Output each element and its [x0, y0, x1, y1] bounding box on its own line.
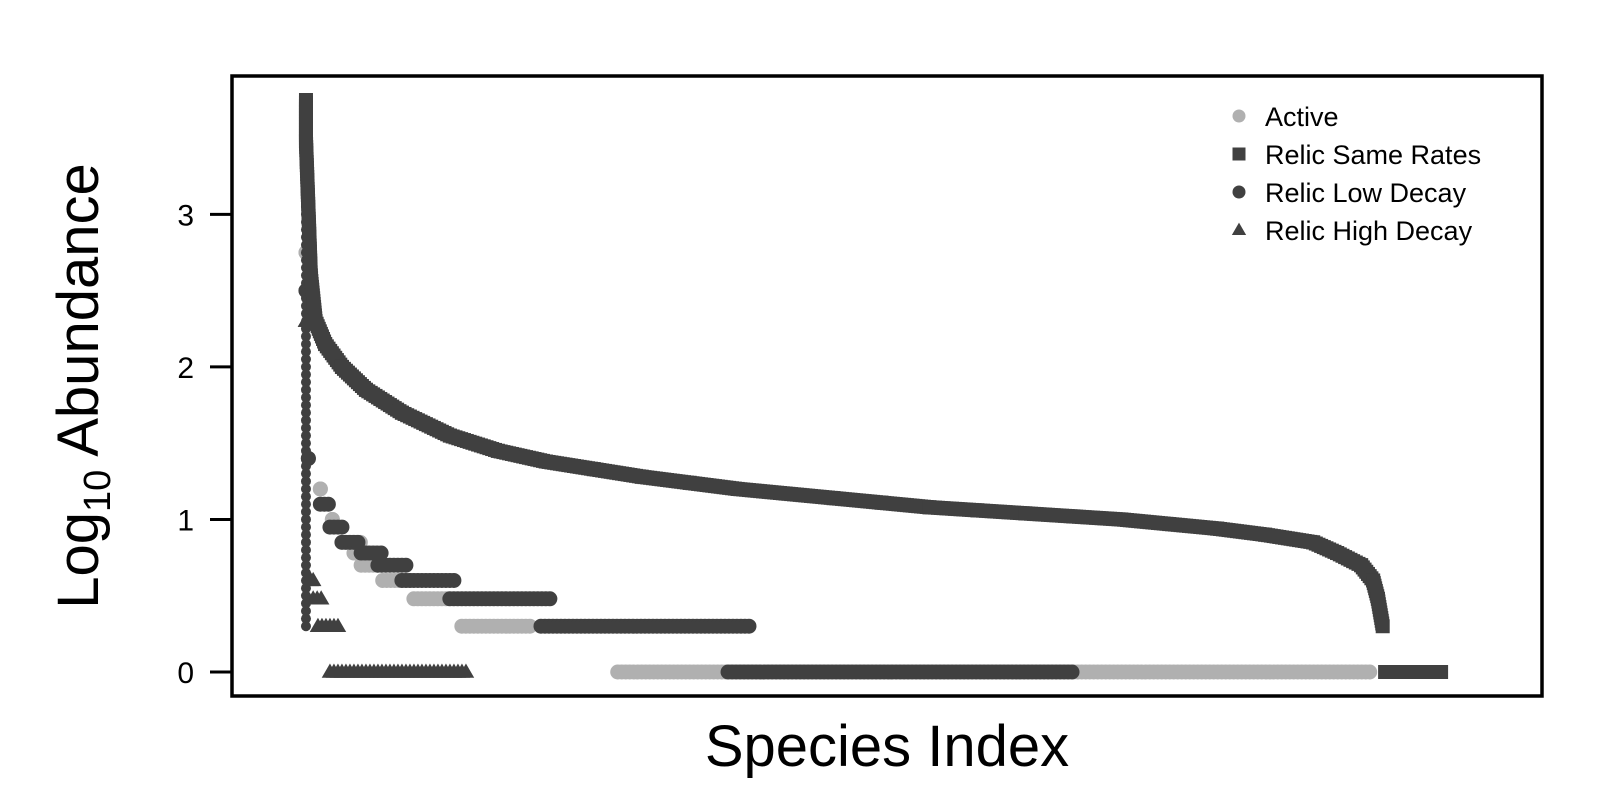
data-point	[373, 545, 389, 561]
data-point	[300, 506, 311, 517]
data-point	[300, 491, 311, 502]
y-tick-label: 0	[177, 657, 194, 690]
data-point	[300, 575, 311, 586]
data-point	[300, 400, 311, 411]
data-point	[300, 346, 311, 357]
y-tick-label: 1	[177, 504, 194, 537]
y-axis-title: Log10 Abundance	[46, 163, 119, 608]
legend-marker	[1232, 185, 1246, 199]
legend-item: Relic High Decay	[1231, 216, 1473, 246]
series-active	[298, 245, 1378, 680]
data-point	[300, 468, 311, 479]
data-point	[398, 557, 414, 573]
data-point	[300, 377, 311, 388]
data-point	[329, 617, 347, 632]
data-point	[542, 591, 558, 607]
chart-marks	[297, 93, 1449, 680]
data-point	[300, 567, 311, 578]
data-point	[334, 519, 350, 535]
y-tick-label: 3	[177, 199, 194, 232]
data-point	[312, 481, 328, 497]
data-point	[446, 572, 462, 588]
data-point	[522, 618, 538, 634]
data-point	[300, 384, 311, 395]
legend-marker	[1231, 222, 1247, 235]
plot-frame	[230, 74, 1544, 698]
data-point	[320, 496, 336, 512]
data-point	[1362, 664, 1378, 680]
data-point	[300, 605, 311, 616]
x-axis-title: Species Index	[705, 714, 1069, 779]
data-point	[457, 663, 475, 678]
data-point	[300, 422, 311, 433]
data-point	[300, 583, 311, 594]
data-point	[300, 445, 311, 456]
legend-label: Relic Same Rates	[1265, 140, 1481, 170]
data-point	[300, 354, 311, 365]
legend-label: Active	[1265, 102, 1339, 132]
data-point	[300, 613, 311, 624]
data-point	[300, 392, 311, 403]
data-point	[300, 590, 311, 601]
data-point	[300, 598, 311, 609]
y-tick-label: 2	[177, 352, 194, 385]
data-point	[300, 499, 311, 510]
y-axis-title-subscript: 10	[77, 470, 119, 512]
data-point	[300, 415, 311, 426]
y-axis: 0 1 2 3	[177, 199, 232, 690]
data-point	[300, 407, 311, 418]
y-axis-title-rest: Abundance	[46, 163, 111, 469]
data-point	[300, 560, 311, 571]
data-point	[1375, 619, 1390, 634]
y-axis-title-main: Log	[46, 512, 111, 609]
legend-item: Relic Low Decay	[1232, 178, 1467, 208]
data-point	[300, 461, 311, 472]
data-point	[300, 522, 311, 533]
series-relic-high-decay	[297, 312, 475, 678]
series-relic-same-rates	[298, 93, 1449, 679]
data-point	[312, 590, 330, 605]
data-point	[300, 621, 311, 632]
data-point	[741, 618, 757, 634]
data-point	[300, 552, 311, 563]
legend-marker	[1232, 109, 1246, 123]
data-point	[300, 537, 311, 548]
data-point	[300, 339, 311, 350]
legend-label: Relic High Decay	[1265, 216, 1473, 246]
data-point	[300, 476, 311, 487]
data-point	[300, 483, 311, 494]
data-point	[1064, 664, 1080, 680]
legend-marker	[1232, 147, 1246, 161]
legend-label: Relic Low Decay	[1265, 178, 1467, 208]
data-point	[300, 361, 311, 372]
data-point	[300, 430, 311, 441]
data-point	[300, 544, 311, 555]
legend-item: Relic Same Rates	[1232, 140, 1481, 170]
series-relic-low-decay	[298, 283, 1080, 680]
data-point	[300, 331, 311, 342]
legend: Active Relic Same Rates Relic Low Decay Rel…	[1231, 102, 1481, 246]
legend-item: Active	[1232, 102, 1339, 132]
data-point	[300, 514, 311, 525]
data-point	[1434, 665, 1449, 679]
data-point	[300, 453, 311, 464]
data-point	[300, 438, 311, 449]
data-point	[300, 369, 311, 380]
data-point	[300, 323, 311, 334]
data-point	[300, 529, 311, 540]
